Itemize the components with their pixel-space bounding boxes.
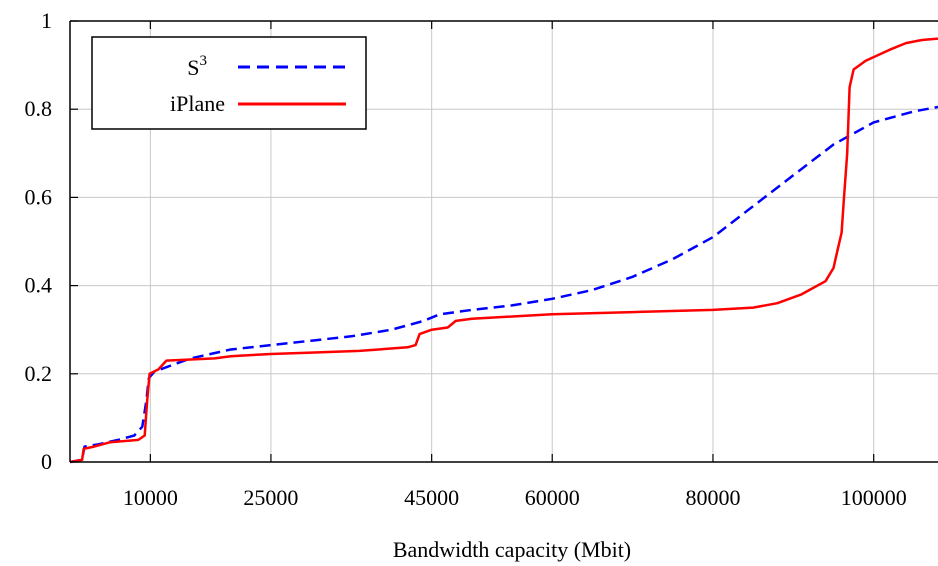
x-tick-label-4: 80000 — [685, 485, 740, 510]
legend: S3 iPlane — [91, 36, 367, 130]
legend-box — [91, 36, 367, 130]
x-tick-label-3: 60000 — [525, 485, 580, 510]
legend-label-s3: S3 — [187, 53, 207, 80]
y-tick-label-2: 0.4 — [25, 273, 53, 298]
y-tick-label-3: 0.6 — [25, 184, 53, 209]
y-tick-label-5: 1 — [41, 8, 52, 33]
y-tick-label-0: 0 — [41, 449, 52, 474]
legend-label-s3-sup: 3 — [200, 53, 208, 69]
x-axis-label: Bandwidth capacity (Mbit) — [393, 537, 631, 562]
plot-frame — [69, 20, 938, 463]
series-layer — [69, 37, 938, 464]
x-tick-label-5: 100000 — [841, 485, 907, 510]
y-tick-label-1: 0.2 — [25, 361, 53, 386]
series-line-iplane — [69, 37, 938, 464]
series-line-s3 — [69, 105, 938, 464]
x-tick-label-0: 10000 — [123, 485, 178, 510]
axis-ticks: 10000 25000 45000 60000 80000 100000 0 0.2 0.4 0.… — [25, 8, 907, 510]
legend-label-s3-base: S — [187, 55, 199, 80]
x-tick-label-2: 45000 — [404, 485, 459, 510]
y-tick-label-4: 0.8 — [25, 96, 53, 121]
grid — [70, 21, 938, 462]
x-tick-label-1: 25000 — [243, 485, 298, 510]
legend-label-iplane: iPlane — [170, 91, 225, 116]
